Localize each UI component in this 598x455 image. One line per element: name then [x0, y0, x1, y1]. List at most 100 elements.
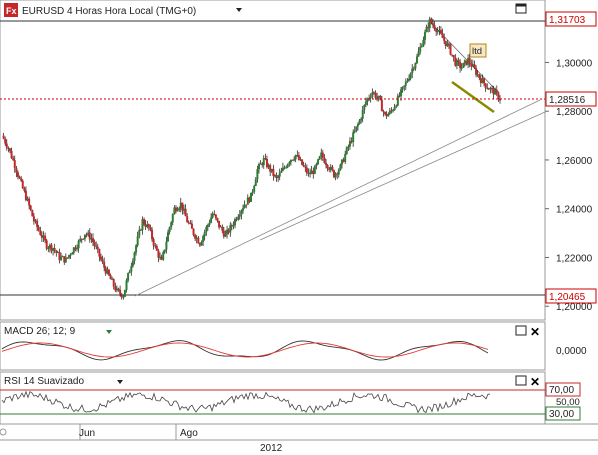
candle-body [149, 227, 152, 230]
macd-dropdown-icon[interactable] [106, 330, 112, 334]
rsi-maximize-icon[interactable] [515, 375, 527, 386]
title-dropdown-icon[interactable] [236, 8, 242, 12]
candle-body [459, 61, 462, 68]
candle-body [297, 155, 300, 160]
candle-body [358, 120, 361, 125]
candle-body [460, 67, 463, 69]
rsi-title[interactable]: RSI 14 Suavizado [4, 376, 84, 387]
candle-body [87, 232, 90, 235]
candle-body [272, 168, 275, 176]
candle-body [342, 159, 345, 162]
macd-signal-line [1, 342, 489, 358]
chart-title[interactable]: EURUSD 4 Horas Hora Local (TMG+0) [22, 6, 196, 17]
macd-title[interactable]: MACD 26; 12; 9 [4, 326, 76, 337]
candle-body [408, 78, 411, 81]
candle-body [409, 73, 412, 79]
candle-body [265, 158, 268, 168]
candle-body [396, 95, 399, 106]
candle-body [425, 26, 428, 33]
candle-body [106, 269, 109, 274]
scroll-handle[interactable] [0, 428, 7, 436]
candle-body [248, 197, 251, 202]
candle-body [339, 164, 342, 171]
candle-body [280, 170, 283, 173]
resistance-line[interactable] [429, 21, 499, 93]
candle-body [310, 170, 313, 175]
candle-body [398, 95, 401, 97]
candle-body [218, 220, 221, 228]
candle-body [71, 252, 74, 255]
candle-body [138, 229, 141, 237]
candle-body [301, 159, 304, 165]
candle-body [99, 256, 102, 260]
candle-body [125, 280, 128, 290]
candle-body [475, 67, 478, 75]
candle-body [340, 159, 343, 165]
candle-body [452, 55, 455, 58]
candle-body [495, 89, 498, 93]
macd-maximize-icon[interactable] [515, 325, 527, 336]
macd-close-icon[interactable]: ✕ [530, 325, 540, 339]
candle-body [23, 188, 26, 191]
candle-body [388, 110, 391, 114]
candle-body [417, 51, 420, 57]
candle-body [82, 238, 85, 240]
candle-body [104, 267, 107, 274]
candle-body [264, 158, 267, 160]
candle-body [178, 208, 181, 210]
candle-body [232, 225, 235, 227]
candle-body [111, 279, 114, 281]
candle-body [195, 237, 198, 239]
candle-body [152, 239, 155, 246]
candle-body [202, 236, 205, 243]
rsi-dropdown-icon[interactable] [117, 380, 123, 384]
candle-body [253, 185, 256, 192]
fx-logo-text: Fx [6, 6, 17, 16]
candle-body [467, 58, 470, 65]
candle-body [257, 163, 260, 170]
trend-line-2[interactable] [259, 111, 546, 241]
candle-body [422, 39, 425, 47]
candle-body [167, 232, 169, 242]
candle-body [423, 32, 426, 40]
candle-body [84, 234, 86, 239]
rsi-close-icon[interactable]: ✕ [530, 375, 540, 389]
price-axis-label: 1,24000 [556, 205, 593, 216]
price-axis: 1,30000 1,28000 1,26000 1,24000 1,22000 1,200… [545, 58, 593, 313]
candle-body [103, 261, 106, 268]
candle-body [412, 68, 415, 70]
candle-body [186, 216, 189, 223]
candle-body [165, 241, 168, 250]
candle-body [356, 124, 359, 127]
candle-body [146, 224, 149, 228]
candle-body [130, 266, 133, 272]
maximize-icon[interactable] [515, 3, 527, 14]
trend-line-1[interactable] [134, 99, 541, 297]
candle-body [379, 95, 382, 100]
candle-body [48, 244, 51, 248]
candle-body [39, 230, 42, 236]
candle-body [77, 241, 80, 249]
trend-highlight-line[interactable] [451, 80, 495, 114]
candle-body [395, 105, 398, 107]
candle-body [318, 156, 321, 160]
candle-body [182, 208, 185, 211]
candle-body [273, 175, 276, 177]
candle-body [361, 109, 364, 119]
candle-body [313, 166, 316, 174]
candle-body [325, 162, 328, 166]
candle-body [443, 37, 446, 41]
ltd-annotation-box[interactable] [469, 43, 487, 58]
candle-body [435, 29, 438, 32]
price-axis-label: 1,26000 [556, 156, 593, 167]
candle-body [489, 87, 492, 90]
candle-body [281, 167, 284, 171]
candle-body [79, 238, 82, 242]
candle-body [406, 80, 409, 82]
candle-body [492, 88, 495, 95]
candle-body [123, 289, 126, 297]
candle-body [372, 92, 375, 94]
candle-body [478, 74, 481, 79]
candle-body [363, 104, 366, 110]
candle-body [20, 178, 23, 181]
